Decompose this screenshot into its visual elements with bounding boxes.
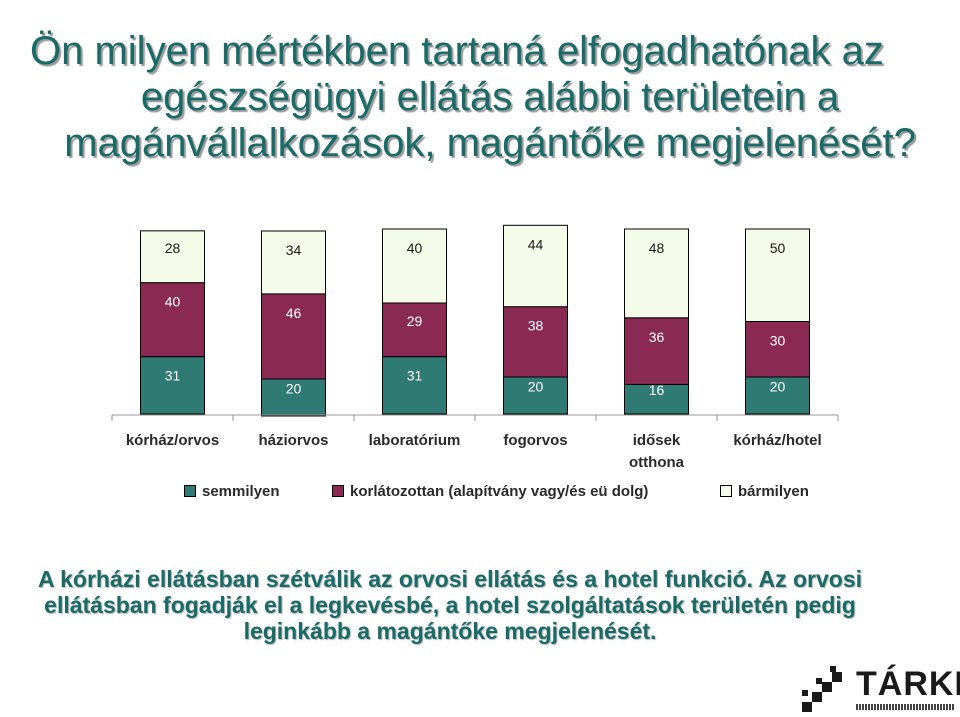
- bar-segment: [140, 356, 205, 415]
- legend-label: bármilyen: [738, 483, 809, 500]
- bar-segment: [140, 230, 205, 284]
- bar-segment: [261, 378, 326, 417]
- legend-swatch: [184, 485, 196, 497]
- bar-segment: [624, 317, 689, 385]
- data-label: 20: [286, 381, 302, 397]
- bar-segment: [503, 224, 568, 308]
- data-label: 30: [770, 332, 786, 348]
- bars-group: 31 40 28 20 46 34 31 29 40 20 38 44 16 36 48 20 30 50: [140, 224, 810, 417]
- data-label: 48: [649, 240, 665, 256]
- legend-label: korlátozottan (alapítvány vagy/és eü dol…: [350, 483, 649, 500]
- title-line: Ön milyen mértékben tartaná elfogadhatón…: [30, 29, 884, 73]
- conclusion-text: A kórházi ellátásban szétválik az orvosi…: [37, 566, 863, 644]
- logo-text: TÁRKI: [856, 665, 960, 703]
- data-label: 20: [770, 379, 786, 395]
- title-line: egészségügyi ellátás alábbi területein a: [140, 75, 840, 119]
- category-label: laboratórium: [369, 432, 461, 449]
- logo-subtitle-strip: [856, 704, 954, 710]
- data-label: 50: [770, 240, 786, 256]
- bar-segment: [382, 302, 447, 358]
- legend-swatch: [332, 485, 344, 497]
- data-label: 20: [528, 379, 544, 395]
- stacked-bar-chart: 31 40 28 20 46 34 31 29 40 20 38 44 16 36 48 20 30 50 kór…: [111, 224, 839, 471]
- data-label: 44: [528, 236, 544, 252]
- data-label: 34: [286, 242, 302, 258]
- category-label: idősek otthona: [629, 432, 685, 471]
- bar-segment: [745, 321, 810, 378]
- legend-label: semmilyen: [202, 483, 280, 500]
- data-label: 29: [407, 313, 423, 329]
- data-label: 31: [407, 368, 423, 384]
- legend-swatch: [720, 485, 732, 497]
- bar-segment: [382, 356, 447, 415]
- category-label: fogorvos: [503, 432, 567, 449]
- category-label: kórház/hotel: [733, 432, 821, 449]
- bar-segment: [503, 306, 568, 378]
- bar-segment: [261, 293, 326, 380]
- tarki-logo: TÁRKI: [798, 660, 960, 716]
- category-label: háziorvos: [258, 432, 328, 449]
- title-line: magánvállalkozások, magántőke megjelenés…: [64, 121, 916, 165]
- tarki-logo-icon: [802, 666, 842, 712]
- category-label: kórház/orvos: [126, 432, 219, 449]
- data-label: 28: [165, 240, 181, 256]
- data-label: 46: [286, 305, 302, 321]
- bar-segment: [140, 282, 205, 358]
- bar-segment: [624, 228, 689, 319]
- bar-segment: [745, 228, 810, 322]
- x-axis-ticks: [111, 415, 839, 421]
- bar-segment: [624, 383, 689, 415]
- data-label: 38: [528, 318, 544, 334]
- page-title: Ön milyen mértékben tartaná elfogadhatón…: [30, 28, 950, 166]
- data-label: 40: [407, 240, 423, 256]
- bar-segment: [745, 376, 810, 415]
- data-label: 40: [165, 294, 181, 310]
- category-labels: kórház/orvos háziorvos laboratórium fogorvo…: [126, 432, 822, 471]
- data-label: 36: [649, 329, 665, 345]
- bar-segment: [382, 228, 447, 304]
- data-label: 16: [649, 382, 665, 398]
- data-label: 31: [165, 368, 181, 384]
- bar-segment: [261, 230, 326, 295]
